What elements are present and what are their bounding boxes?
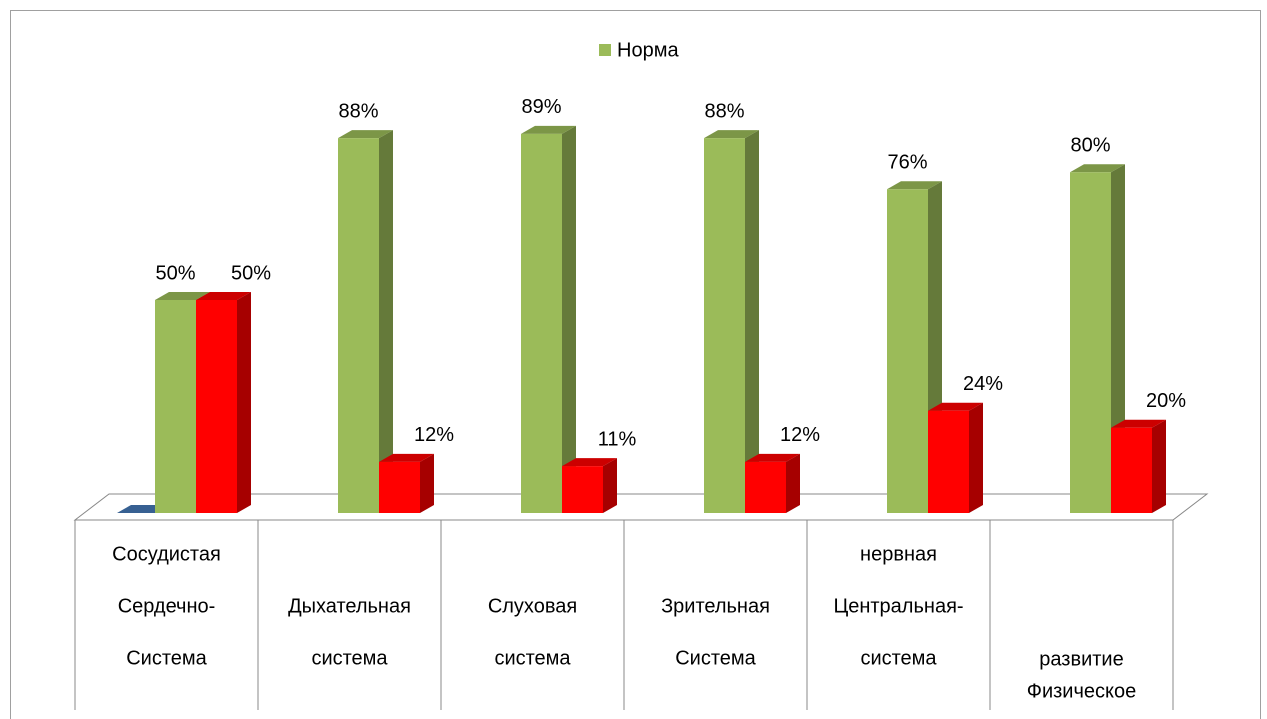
bar-face — [745, 453, 800, 462]
bar-face — [745, 461, 786, 513]
x-tick-label: Центральная- — [833, 595, 963, 617]
data-label: 88% — [704, 100, 744, 122]
x-tick-label: Система — [126, 647, 207, 669]
bar-face — [420, 453, 434, 513]
x-tick-label: Система — [675, 647, 756, 669]
chart-frame — [10, 10, 1261, 719]
bar-face — [928, 402, 983, 411]
bar-face — [887, 181, 942, 190]
bar-face — [1070, 172, 1111, 513]
bar-face — [887, 189, 928, 514]
bar — [196, 292, 251, 513]
x-tick-label: развитие — [1039, 648, 1123, 670]
bar — [745, 453, 800, 513]
bar-face — [562, 458, 617, 467]
legend-label: Норма — [617, 39, 679, 61]
data-label: 89% — [521, 96, 561, 118]
bar-face — [155, 292, 210, 300]
bar-face — [1111, 419, 1166, 428]
data-label: 20% — [1146, 390, 1186, 412]
bar-face — [237, 292, 251, 513]
bar-face — [379, 461, 420, 513]
x-tick-label: система — [494, 647, 571, 669]
data-label: 88% — [338, 100, 378, 122]
bar-face — [1152, 419, 1166, 513]
bar-face — [379, 130, 393, 513]
bar-face — [969, 402, 983, 513]
bar — [338, 130, 393, 513]
data-label: 50% — [155, 262, 195, 284]
data-label: 80% — [1070, 134, 1110, 156]
x-tick-label: Слуховая — [488, 595, 577, 617]
bar-face — [562, 466, 603, 513]
bar-face — [562, 125, 576, 514]
x-tick-label: Сосудистая — [112, 543, 221, 565]
bar — [521, 125, 576, 514]
bar — [1111, 419, 1166, 513]
bar-face — [338, 130, 393, 139]
legend-swatch — [599, 44, 611, 56]
bar-face — [379, 453, 434, 462]
bar — [379, 453, 434, 513]
x-tick-label: нервная — [860, 543, 937, 565]
bar-face — [745, 130, 759, 513]
bar-face — [1111, 427, 1152, 513]
data-label: 50% — [231, 262, 271, 284]
bar-face — [1070, 164, 1125, 173]
data-label: 76% — [887, 152, 927, 174]
data-label: 11% — [598, 428, 637, 450]
bar-face — [521, 133, 562, 514]
bar-face — [786, 453, 800, 513]
bar — [928, 402, 983, 513]
bar-face — [928, 410, 969, 513]
x-tick-label: Физическое — [1027, 680, 1136, 702]
x-tick-label: система — [311, 647, 388, 669]
bar — [704, 130, 759, 513]
data-label: 24% — [963, 373, 1003, 395]
bar — [562, 458, 617, 513]
bar-face — [155, 300, 196, 513]
bar-face — [521, 125, 576, 134]
x-tick-label: Зрительная — [661, 595, 770, 617]
bar-face — [338, 138, 379, 513]
bar-face — [704, 138, 745, 513]
bar-face — [196, 300, 237, 513]
bar-face — [196, 292, 251, 300]
x-tick-label: Сердечно- — [118, 595, 216, 617]
bar-face — [603, 458, 617, 513]
data-label: 12% — [414, 424, 454, 446]
x-tick-label: Дыхательная — [288, 595, 411, 617]
bar-face — [704, 130, 759, 139]
x-tick-label: система — [860, 647, 937, 669]
data-label: 12% — [780, 424, 820, 446]
